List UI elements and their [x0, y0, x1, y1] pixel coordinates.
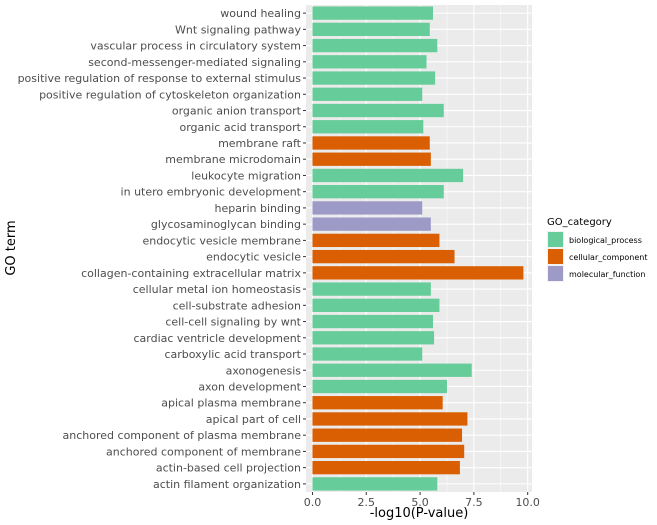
y-tick-label: anchored component of plasma membrane — [63, 429, 302, 442]
y-tick-label: positive regulation of cytoskeleton orga… — [39, 88, 301, 101]
bar — [312, 55, 427, 69]
legend: GO_category biological_process cellular_c… — [547, 217, 648, 282]
y-tick-label: organic anion transport — [172, 105, 302, 118]
x-axis-title: -log10(P-value) — [370, 506, 469, 521]
bar — [312, 152, 431, 166]
x-tick-label: 7.5 — [465, 496, 483, 509]
bar — [312, 233, 440, 248]
y-tick-label: endocytic vesicle membrane — [142, 234, 301, 247]
bars — [312, 6, 524, 491]
legend-title: GO_category — [547, 217, 612, 228]
bar — [312, 363, 472, 377]
y-axis-title: GO term — [4, 220, 19, 275]
legend-key — [548, 266, 563, 281]
bar — [312, 71, 436, 85]
y-tick-label: apical part of cell — [206, 413, 301, 426]
y-tick-label: cell-substrate adhesion — [173, 299, 301, 312]
bar — [312, 428, 463, 442]
y-tick-label: vascular process in circulatory system — [90, 40, 301, 53]
plot-panel — [306, 5, 532, 492]
y-tick-label: glycosaminoglycan binding — [151, 218, 301, 231]
y-tick-label: actin-based cell projection — [156, 462, 301, 475]
y-tick-label: axon development — [198, 380, 301, 393]
bar — [312, 201, 423, 215]
bar — [312, 168, 464, 183]
bar — [312, 266, 524, 280]
x-tick-label: 0.0 — [304, 496, 322, 509]
y-tick-label: axonogenesis — [226, 364, 302, 377]
y-tick-label: positive regulation of response to exter… — [18, 72, 302, 85]
bar — [312, 331, 435, 345]
legend-label: molecular_function — [569, 270, 645, 279]
y-tick-label: Wnt signaling pathway — [175, 23, 301, 36]
bar — [312, 6, 433, 20]
bar — [312, 347, 423, 361]
bar — [312, 249, 455, 264]
x-axis-ticks: 0.0 2.5 5.0 7.5 10.0 — [304, 492, 540, 509]
y-tick-label: anchored component of membrane — [106, 445, 301, 458]
y-tick-label: membrane raft — [218, 137, 302, 150]
y-tick-label: membrane microdomain — [165, 153, 301, 166]
bar — [312, 136, 430, 150]
y-tick-label: second-messenger-mediated signaling — [88, 56, 301, 69]
bar — [312, 38, 438, 53]
bar — [312, 298, 440, 312]
y-tick-label: carboxylic acid transport — [164, 348, 301, 361]
bar — [312, 185, 444, 199]
bar — [312, 412, 468, 426]
y-tick-label: cardiac ventricle development — [133, 332, 301, 345]
y-axis-ticks: wound healing Wnt signaling pathway vascul… — [18, 7, 306, 491]
bar — [312, 87, 423, 101]
bar — [312, 444, 465, 459]
legend-label: cellular_component — [569, 253, 648, 262]
legend-key — [548, 232, 563, 247]
bar — [312, 22, 430, 37]
y-tick-label: heparin binding — [214, 202, 301, 215]
bar — [312, 460, 460, 475]
y-tick-label: wound healing — [220, 7, 301, 20]
y-tick-label: endocytic vesicle — [206, 251, 301, 264]
x-tick-label: 5.0 — [411, 496, 429, 509]
y-tick-label: actin filament organization — [153, 478, 301, 491]
y-tick-label: apical plasma membrane — [161, 397, 301, 410]
y-tick-label: cell-cell signaling by wnt — [165, 316, 301, 329]
y-tick-label: cellular metal ion homeostasis — [133, 283, 302, 296]
y-tick-label: collagen-containing extracellular matrix — [81, 267, 301, 280]
bar — [312, 379, 447, 394]
y-tick-label: organic acid transport — [179, 121, 301, 134]
y-tick-label: leukocyte migration — [191, 169, 301, 182]
bar — [312, 217, 431, 231]
legend-label: biological_process — [569, 236, 642, 245]
bar — [312, 477, 438, 491]
bar — [312, 120, 424, 134]
y-tick-label: in utero embryonic development — [121, 186, 302, 199]
x-tick-label: 10.0 — [515, 496, 540, 509]
bar — [312, 314, 433, 329]
bar — [312, 282, 431, 296]
x-tick-label: 2.5 — [358, 496, 376, 509]
legend-key — [548, 249, 563, 264]
bar — [312, 103, 444, 118]
bar — [312, 396, 443, 410]
